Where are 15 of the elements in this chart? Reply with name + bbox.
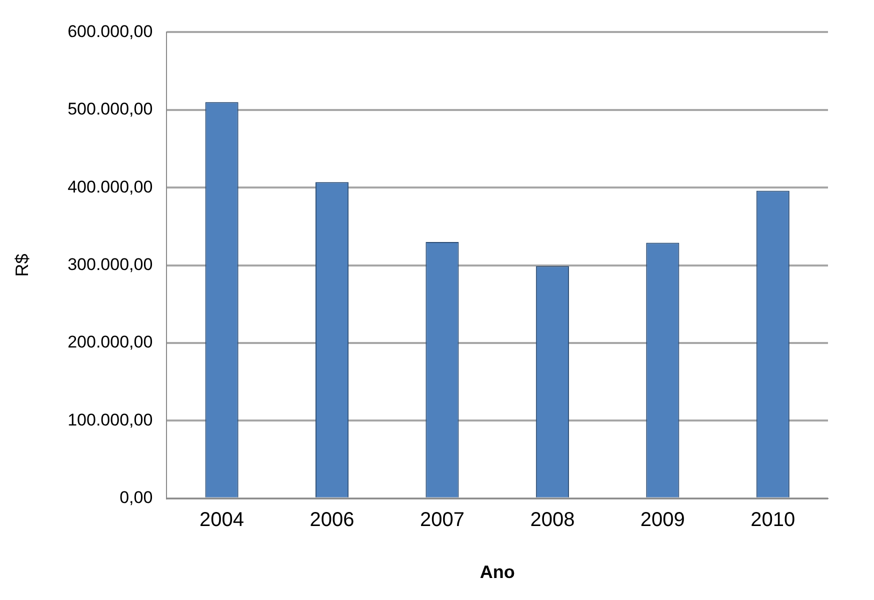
x-axis-title: Ano: [480, 562, 515, 582]
x-tick-label: 2006: [310, 508, 354, 531]
y-tick-label: 500.000,00: [68, 100, 153, 119]
x-tick-label: 2004: [200, 508, 244, 531]
y-tick-label: 100.000,00: [68, 410, 153, 430]
y-tick-label: 600.000,00: [68, 22, 153, 41]
y-tick-label: 0,00: [120, 488, 153, 508]
y-axis-title: R$: [12, 254, 32, 277]
x-tick-label: 2008: [530, 508, 575, 531]
x-tick-label: 2010: [750, 508, 796, 531]
x-tick-label: 2007: [420, 508, 464, 531]
y-tick-label: 200.000,00: [68, 332, 153, 352]
y-tick-label: 400.000,00: [68, 177, 153, 196]
y-tick-label: 300.000,00: [68, 254, 153, 274]
x-tick-label: 2009: [640, 508, 685, 531]
